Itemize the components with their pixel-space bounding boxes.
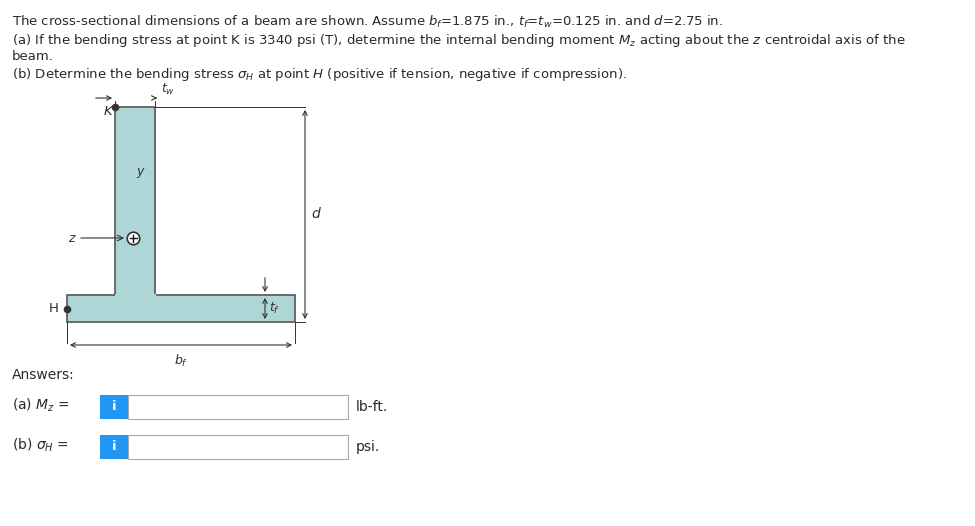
Text: $d$: $d$ — [311, 207, 322, 221]
Text: The cross-sectional dimensions of a beam are shown. Assume $b_f$=1.875 in., $t_f: The cross-sectional dimensions of a beam… — [12, 14, 723, 30]
Bar — [100, 395, 128, 419]
Bar — [67, 295, 295, 322]
Bar — [128, 435, 348, 459]
Text: (b) $\sigma_H$ =: (b) $\sigma_H$ = — [12, 436, 69, 454]
Text: y: y — [136, 166, 143, 178]
Text: (a) $M_z$ =: (a) $M_z$ = — [12, 396, 70, 414]
Bar — [100, 435, 128, 459]
Text: z: z — [68, 231, 75, 245]
Text: K: K — [103, 105, 112, 118]
Text: beam.: beam. — [12, 50, 54, 63]
Text: lb-ft.: lb-ft. — [356, 400, 388, 414]
Text: (b) Determine the bending stress $\sigma_H$ at point $H$ (positive if tension, n: (b) Determine the bending stress $\sigma… — [12, 66, 627, 83]
Bar — [128, 395, 348, 419]
Text: i: i — [112, 440, 116, 453]
Text: $b_f$: $b_f$ — [174, 353, 188, 369]
Text: H: H — [49, 302, 59, 315]
Text: Answers:: Answers: — [12, 368, 75, 382]
Text: $t_f$: $t_f$ — [269, 300, 280, 316]
Bar — [115, 107, 155, 295]
Text: i: i — [112, 400, 116, 413]
Text: (a) If the bending stress at point K is 3340 psi (T), determine the internal ben: (a) If the bending stress at point K is … — [12, 32, 906, 49]
Text: psi.: psi. — [356, 440, 380, 454]
Text: $t_w$: $t_w$ — [161, 82, 176, 97]
